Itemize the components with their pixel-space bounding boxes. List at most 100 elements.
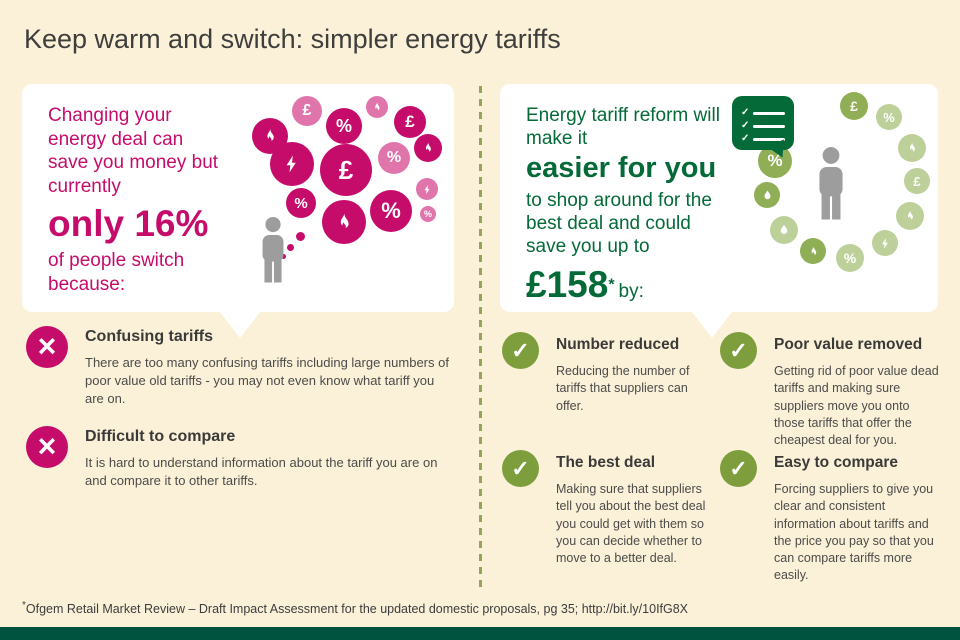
item-text: The best deal Making sure that suppliers… [556, 450, 710, 567]
checklist-row: ✓ [741, 134, 785, 144]
tariff-cloud-illustration: £ % £ £ % % % % [242, 94, 442, 299]
right-bubble-text: Energy tariff reform will make it easier… [526, 104, 736, 307]
flame-bubble [896, 202, 924, 230]
pound-icon: £ [904, 168, 930, 194]
droplet-icon [780, 224, 788, 235]
dashed-divider [479, 86, 482, 588]
droplet-icon [764, 190, 770, 199]
item-body: Making sure that suppliers tell you abou… [556, 482, 706, 565]
flame-bubble [322, 200, 366, 244]
flame-icon [425, 142, 431, 152]
item-text: Confusing tariffs There are too many con… [85, 326, 454, 408]
pound-icon: £ [840, 92, 868, 120]
item-title: Confusing tariffs [85, 328, 213, 345]
droplet-bubble [770, 216, 798, 244]
footnote-text: Ofgem Retail Market Review – Draft Impac… [25, 602, 689, 617]
percent-icon: % [326, 108, 362, 144]
check-icon: ✓ [741, 120, 750, 131]
person-icon [819, 147, 843, 220]
check-icon: ✓ [720, 450, 757, 487]
percent-icon: % [378, 142, 410, 174]
list-item-difficult-to-compare: × Difficult to compare It is hard to und… [26, 426, 454, 490]
savings-suffix: by: [618, 281, 644, 303]
person-figure [254, 216, 292, 297]
item-body: Reducing the number of tariffs that supp… [556, 364, 690, 413]
percent-icon: % [836, 244, 864, 272]
check-icon: ✓ [502, 450, 539, 487]
flame-icon [340, 212, 349, 228]
checklist-row: ✓ [741, 121, 785, 131]
flame-bubble [898, 134, 926, 162]
tariff-ring-illustration: £ % £ % % ✓ ✓ ✓ [728, 90, 930, 302]
footnote-asterisk: * [22, 600, 26, 611]
pound-icon: £ [320, 144, 372, 196]
thought-dot [287, 244, 294, 251]
footnote-marker: * [608, 276, 615, 294]
flame-bubble [800, 238, 826, 264]
list-item-number-reduced: ✓ Number reduced Reducing the number of … [502, 332, 710, 415]
item-text: Poor value removed Getting rid of poor v… [774, 332, 940, 449]
flame-icon [267, 128, 274, 141]
item-title: Number reduced [556, 336, 680, 353]
flame-bubble [414, 134, 442, 162]
footnote: *Ofgem Retail Market Review – Draft Impa… [22, 600, 688, 616]
list-item-the-best-deal: ✓ The best deal Making sure that supplie… [502, 450, 710, 567]
page-title: Keep warm and switch: simpler energy tar… [24, 24, 561, 54]
flame-icon [909, 142, 915, 152]
check-icon: ✓ [741, 133, 750, 144]
left-card-tail [220, 312, 260, 338]
savings-amount-line: £158* by: [526, 262, 736, 307]
list-item-easy-to-compare: ✓ Easy to compare Forcing suppliers to g… [720, 450, 940, 585]
flame-icon [907, 210, 913, 220]
right-bubble-highlight: easier for you [526, 152, 717, 185]
person-figure [810, 146, 852, 235]
list-item-confusing-tariffs: × Confusing tariffs There are too many c… [26, 326, 454, 408]
thought-dot [296, 232, 305, 241]
checklist-row: ✓ [741, 108, 785, 118]
lightning-bubble [270, 142, 314, 186]
check-icon: ✓ [502, 332, 539, 369]
item-text: Number reduced Reducing the number of ta… [556, 332, 710, 415]
footer-bar [0, 627, 960, 640]
item-title: Easy to compare [774, 454, 899, 471]
left-bubble-highlight: only 16% [48, 203, 209, 245]
right-speech-card: Energy tariff reform will make it easier… [500, 84, 938, 338]
checklist-line [753, 124, 785, 128]
item-title: The best deal [556, 454, 656, 471]
percent-icon: % [286, 188, 316, 218]
percent-icon: % [420, 206, 436, 222]
right-bubble-intro: Energy tariff reform will make it [526, 105, 720, 150]
cross-icon: × [26, 326, 68, 368]
flame-icon [811, 245, 816, 255]
item-body: Getting rid of poor value dead tariffs a… [774, 364, 939, 447]
left-speech-card: Changing your energy deal can save you m… [22, 84, 454, 338]
check-icon: ✓ [741, 107, 750, 118]
percent-icon: % [370, 190, 412, 232]
item-title: Difficult to compare [85, 428, 236, 445]
lightning-bubble [416, 178, 438, 200]
list-item-poor-value-removed: ✓ Poor value removed Getting rid of poor… [720, 332, 940, 449]
item-text: Difficult to compare It is hard to under… [85, 426, 454, 490]
item-title: Poor value removed [774, 336, 923, 353]
cross-icon: × [26, 426, 68, 468]
flame-icon [375, 102, 380, 111]
right-card-tail [692, 312, 732, 338]
left-bubble-text: Changing your energy deal can save you m… [48, 104, 224, 296]
check-icon: ✓ [720, 332, 757, 369]
percent-icon: % [876, 104, 902, 130]
lightning-icon [286, 155, 296, 173]
left-bubble-intro: Changing your energy deal can save you m… [48, 105, 219, 197]
droplet-bubble [754, 182, 780, 208]
flame-bubble [366, 96, 388, 118]
thought-dot [281, 254, 286, 259]
item-body: There are too many confusing tariffs inc… [85, 355, 449, 406]
item-text: Easy to compare Forcing suppliers to giv… [774, 450, 940, 585]
lightning-bubble [872, 230, 898, 256]
pound-icon: £ [292, 96, 322, 126]
item-body: Forcing suppliers to give you clear and … [774, 482, 934, 583]
lightning-icon [881, 237, 888, 249]
checklist-speech-bubble: ✓ ✓ ✓ [732, 96, 794, 150]
pound-icon: £ [394, 106, 426, 138]
lightning-icon [424, 184, 430, 194]
